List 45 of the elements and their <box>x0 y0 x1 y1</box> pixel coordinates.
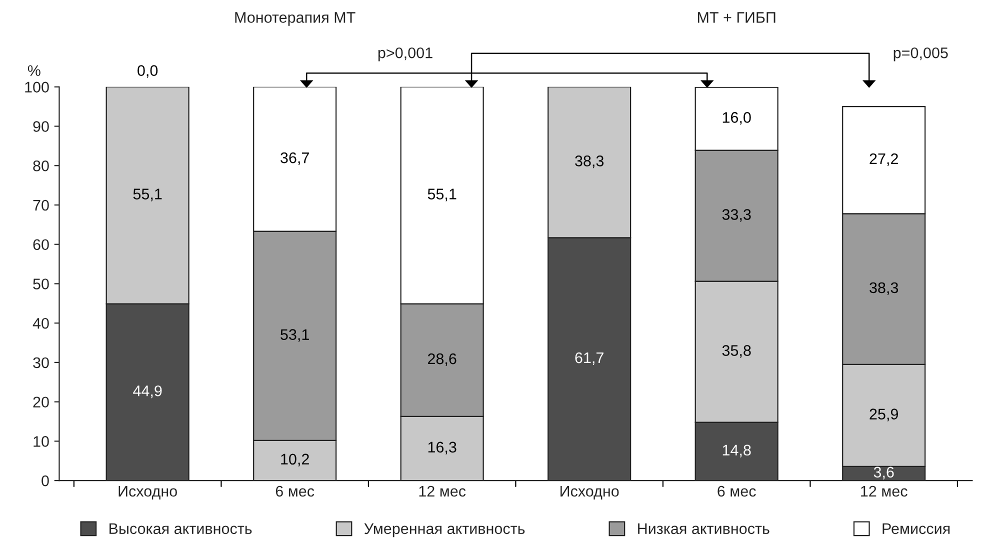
data-label: 3,6 <box>874 466 894 480</box>
text: Монотерапия МТ <box>235 12 356 26</box>
y-axis-title: % <box>28 65 40 76</box>
legend-label: Низкая активность <box>638 523 770 534</box>
y-tick-label: 60 <box>33 239 49 250</box>
y-tick-label: 100 <box>25 82 49 93</box>
data-label: 14,8 <box>722 444 751 458</box>
legend-label: Умеренная активность <box>364 523 525 538</box>
data-label: 28,6 <box>428 353 456 366</box>
data-label: 61,7 <box>575 352 604 366</box>
x-tick-label: 12 мес <box>861 486 908 497</box>
x-tick-label: Исходно <box>560 486 619 500</box>
x-tick-label: 6 мес <box>276 486 314 497</box>
data-label: 38,3 <box>870 282 898 295</box>
y-tick-label: 90 <box>33 121 49 132</box>
data-label: 33,3 <box>722 209 751 222</box>
text: p=0,005 <box>894 47 948 62</box>
data-label: 53,1 <box>280 329 309 342</box>
y-tick-label: 0 <box>42 475 49 486</box>
data-label: 16,0 <box>722 112 751 125</box>
y-tick-label: 50 <box>33 278 49 290</box>
data-label: 38,3 <box>575 156 604 168</box>
y-tick-label: 20 <box>33 396 49 408</box>
data-label: 16,3 <box>428 442 456 454</box>
data-label: 25,9 <box>870 408 898 422</box>
data-label: 55,1 <box>428 188 456 202</box>
data-label: 35,8 <box>722 345 751 358</box>
data-label: 10,2 <box>281 454 309 466</box>
text: МТ + ГИБП <box>698 12 776 23</box>
data-label: 0,0 <box>138 65 158 78</box>
x-tick-label: 12 мес <box>419 486 466 497</box>
y-tick-label: 40 <box>32 318 49 329</box>
data-label: 36,7 <box>280 152 309 166</box>
legend-label: Ремиссия <box>882 523 950 534</box>
text: p>0,001 <box>378 47 432 62</box>
x-tick-label: Исходно <box>118 486 177 500</box>
x-tick-label: 6 мес <box>718 486 756 497</box>
y-tick-label: 30 <box>33 357 49 368</box>
y-tick-label: 80 <box>33 160 49 172</box>
data-label: 55,1 <box>133 188 162 202</box>
data-label: 44,9 <box>133 385 162 398</box>
legend-label: Высокая активность <box>110 523 252 534</box>
y-tick-label: 70 <box>33 200 49 211</box>
y-tick-label: 10 <box>34 436 49 447</box>
data-label: 27,2 <box>870 153 898 166</box>
